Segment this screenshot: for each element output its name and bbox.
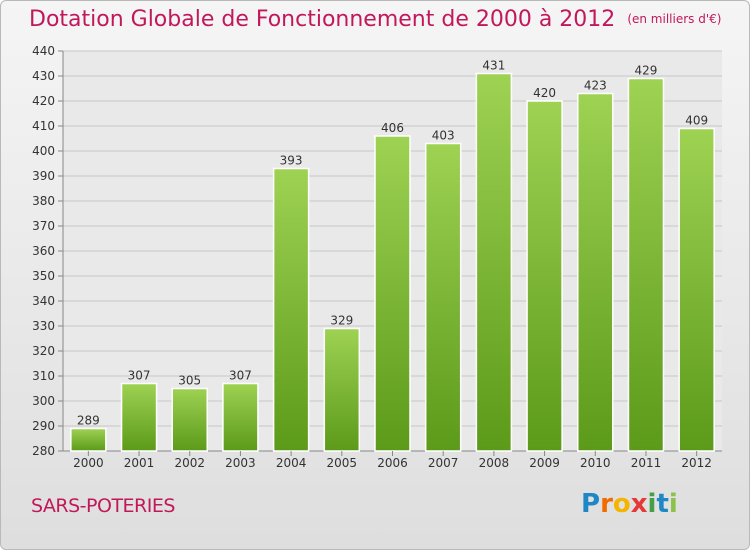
y-tick-label: 340: [32, 294, 55, 308]
y-tick-label: 350: [32, 269, 55, 283]
bar: [120, 382, 158, 452]
x-tick-label: 2000: [73, 456, 104, 470]
chart-title-text: Dotation Globale de Fonctionnement de 20…: [29, 7, 616, 32]
bar-value-label: 305: [178, 374, 201, 388]
bar-value-label: 406: [381, 121, 404, 135]
x-tick-label: 2012: [681, 456, 712, 470]
bar: [526, 100, 563, 452]
bar: [272, 167, 310, 452]
unit-note: (en milliers d'€): [627, 12, 722, 26]
bar: [323, 327, 361, 452]
y-tick-label: 280: [32, 444, 55, 458]
x-tick-label: 2010: [580, 456, 611, 470]
y-tick-label: 320: [32, 344, 55, 358]
x-tick-label: 2008: [479, 456, 510, 470]
x-tick-label: 2002: [174, 456, 205, 470]
bar: [70, 427, 107, 452]
x-tick-label: 2001: [124, 456, 155, 470]
bar-value-label: 289: [77, 414, 100, 428]
bar: [678, 127, 715, 452]
y-tick-label: 380: [32, 194, 55, 208]
bar: [171, 387, 208, 452]
y-tick-label: 330: [32, 319, 55, 333]
x-tick-label: 2011: [631, 456, 662, 470]
bar-value-label: 329: [330, 314, 353, 328]
bar-value-label: 423: [584, 79, 607, 93]
bar-value-label: 431: [482, 59, 505, 73]
y-tick-label: 410: [32, 119, 55, 133]
y-tick-label: 310: [32, 369, 55, 383]
x-tick-label: 2006: [377, 456, 408, 470]
bar-value-label: 429: [635, 64, 658, 78]
bar-value-label: 307: [229, 369, 252, 383]
bar-value-label: 307: [128, 369, 151, 383]
bar-value-label: 420: [533, 86, 556, 100]
bar: [374, 135, 411, 452]
bar: [627, 77, 665, 452]
x-tick-label: 2009: [529, 456, 560, 470]
chart-title: Dotation Globale de Fonctionnement de 20…: [29, 7, 721, 32]
bar-value-label: 393: [280, 154, 303, 168]
y-tick-label: 370: [32, 219, 55, 233]
bar: [475, 72, 513, 452]
x-tick-label: 2007: [428, 456, 459, 470]
y-tick-label: 290: [32, 419, 55, 433]
bar-value-label: 409: [685, 114, 708, 128]
y-tick-label: 420: [32, 94, 55, 108]
bar: [577, 92, 614, 452]
y-tick-label: 430: [32, 69, 55, 83]
y-tick-label: 400: [32, 144, 55, 158]
bar: [222, 382, 259, 452]
x-tick-label: 2005: [327, 456, 358, 470]
proxiti-logo: Proxiti: [581, 489, 678, 519]
y-tick-label: 360: [32, 244, 55, 258]
commune-name: SARS-POTERIES: [31, 495, 175, 517]
bar-value-label: 403: [432, 129, 455, 143]
y-tick-label: 440: [32, 44, 55, 58]
y-tick-label: 390: [32, 169, 55, 183]
x-tick-label: 2003: [225, 456, 256, 470]
x-tick-label: 2004: [276, 456, 307, 470]
bar: [424, 142, 462, 452]
y-tick-label: 300: [32, 394, 55, 408]
